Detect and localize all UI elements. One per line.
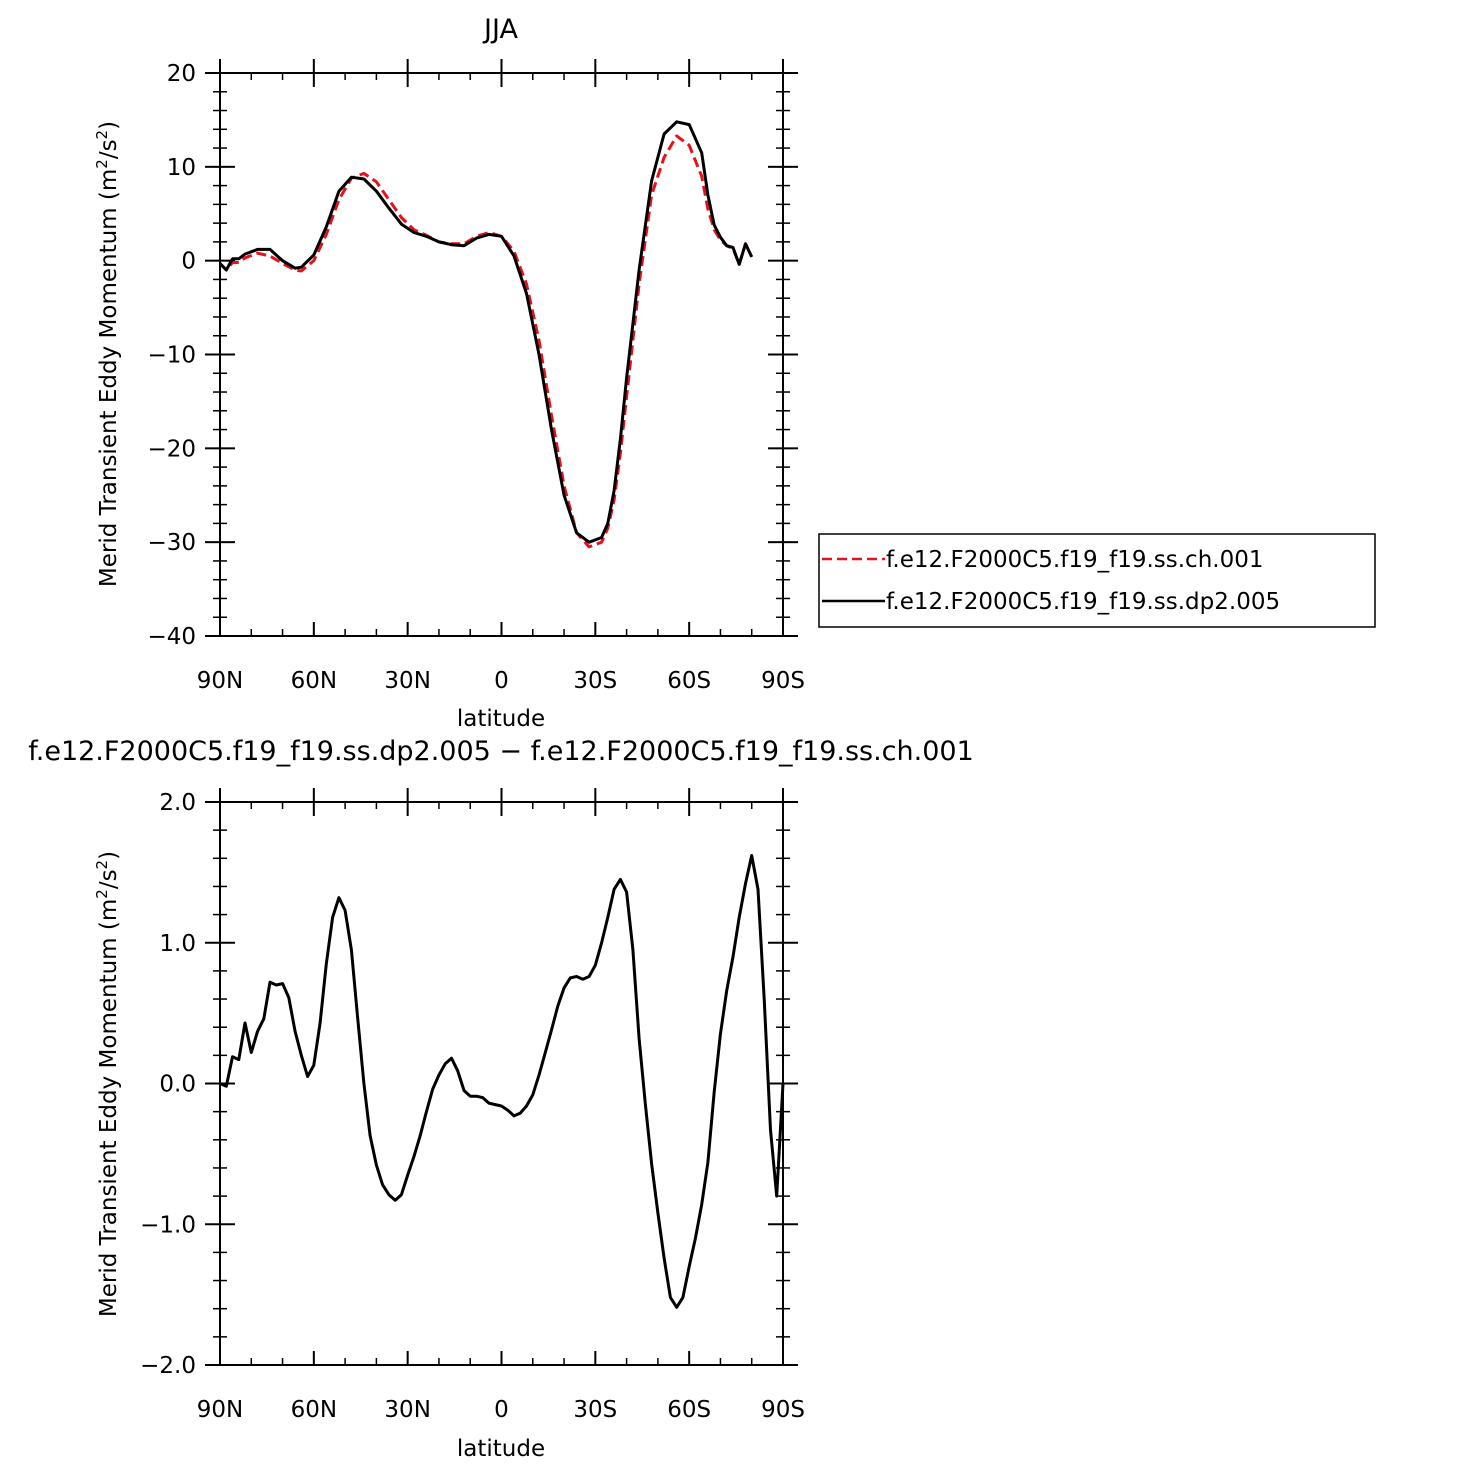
legend-box xyxy=(818,533,1376,628)
x-tick-label: 60N xyxy=(291,668,337,694)
x-tick-label: 30N xyxy=(384,668,430,694)
x-tick-label: 90S xyxy=(761,1397,805,1423)
y-tick-label: −40 xyxy=(147,624,196,650)
y-tick-label: 10 xyxy=(167,155,196,181)
x-tick-label: 90S xyxy=(761,668,805,694)
legend: f.e12.F2000C5.f19_f19.ss.ch.001 f.e12.F2… xyxy=(818,533,1376,628)
y-tick-label: −1.0 xyxy=(140,1212,196,1238)
series-line-difference xyxy=(219,854,785,1309)
top-y-axis-label: Merid Transient Eddy Momentum (m2/s2) xyxy=(93,121,122,587)
y-tick-label: −10 xyxy=(147,343,196,369)
x-tick-label: 30S xyxy=(573,1397,617,1423)
x-tick-label: 60S xyxy=(667,668,711,694)
bottom-x-axis-label: latitude xyxy=(457,1436,545,1462)
x-tick-label: 0 xyxy=(494,668,509,694)
y-tick-label: −30 xyxy=(147,530,196,556)
top-series-lines xyxy=(218,120,754,549)
x-tick-label: 30N xyxy=(384,1397,430,1423)
x-tick-label: 0 xyxy=(494,1397,509,1423)
y-tick-label: −2.0 xyxy=(140,1353,196,1379)
bottom-plot-frame xyxy=(219,801,784,1366)
bottom-y-axis-label: Merid Transient Eddy Momentum (m2/s2) xyxy=(93,851,122,1317)
legend-entry-ch001: f.e12.F2000C5.f19_f19.ss.ch.001 xyxy=(886,547,1263,573)
bottom-panel: f.e12.F2000C5.f19_f19.ss.dp2.005 − f.e12… xyxy=(28,736,974,1462)
series-line-f-e12-f2000c5-f19-f19-ss-dp2-005 xyxy=(218,120,754,544)
y-tick-label: 20 xyxy=(167,61,196,87)
bottom-x-ticks: 90N 60N 30N 0 30S 60S 90S xyxy=(197,788,805,1423)
x-tick-label: 60N xyxy=(291,1397,337,1423)
top-chart-title: JJA xyxy=(482,14,518,45)
legend-entry-dp2005: f.e12.F2000C5.f19_f19.ss.dp2.005 xyxy=(886,589,1280,615)
top-panel: JJA 90N 60N 30N 0 30S 60S 90S −40 −30 −20 −10 0 10 2… xyxy=(93,14,1376,732)
y-tick-label: 2.0 xyxy=(159,790,196,816)
x-tick-label: 90N xyxy=(197,1397,243,1423)
bottom-y-ticks: −2.0 −1.0 0.0 1.0 2.0 xyxy=(140,790,798,1379)
top-x-axis-label: latitude xyxy=(457,706,545,732)
top-plot-frame xyxy=(219,72,784,637)
bottom-chart-title: f.e12.F2000C5.f19_f19.ss.dp2.005 − f.e12… xyxy=(28,736,974,767)
y-tick-label: 1.0 xyxy=(159,931,196,957)
x-tick-label: 90N xyxy=(197,668,243,694)
x-tick-label: 60S xyxy=(667,1397,711,1423)
bottom-series-lines xyxy=(219,854,785,1309)
y-tick-label: 0 xyxy=(181,249,196,275)
x-tick-label: 30S xyxy=(573,668,617,694)
top-x-ticks: 90N 60N 30N 0 30S 60S 90S xyxy=(197,59,805,694)
y-tick-label: 0.0 xyxy=(159,1072,196,1098)
y-tick-label: −20 xyxy=(147,436,196,462)
series-line-f-e12-f2000c5-f19-f19-ss-ch-001 xyxy=(218,134,754,549)
top-y-ticks: −40 −30 −20 −10 0 10 20 xyxy=(147,61,798,650)
